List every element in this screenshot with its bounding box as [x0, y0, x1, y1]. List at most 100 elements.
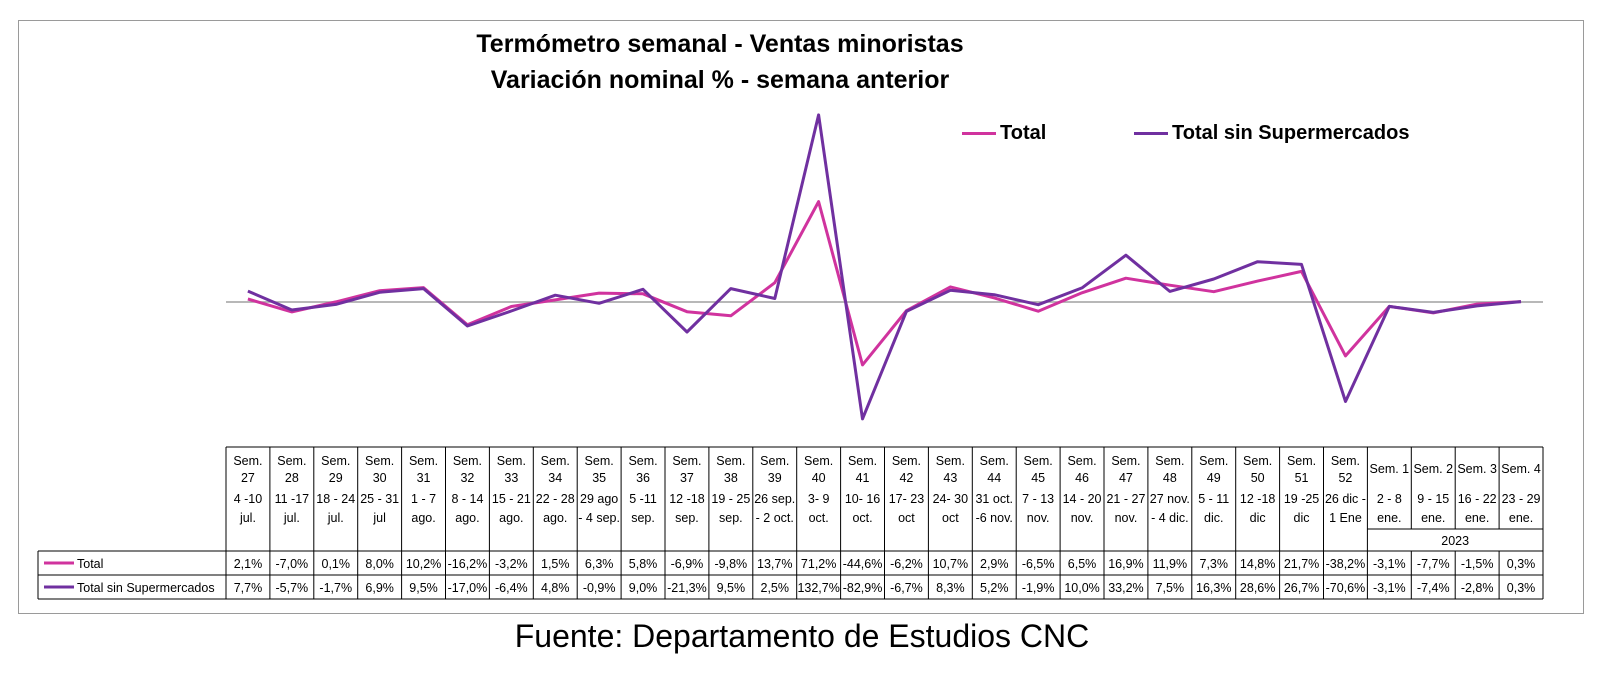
x-date-label: dic.: [1204, 511, 1223, 525]
data-label-total: -44,6%: [843, 557, 883, 571]
x-date-label: oct.: [852, 511, 872, 525]
x-week-label: Sem.: [585, 454, 614, 468]
x-date-label: oct: [942, 511, 959, 525]
x-date-label: 9 - 15: [1417, 492, 1449, 506]
x-date-label: 10- 16: [845, 492, 880, 506]
x-date-label: 22 - 28: [536, 492, 575, 506]
x-week-label: Sem.: [760, 454, 789, 468]
data-label-sin-super: -6,4%: [495, 581, 528, 595]
x-week-label: 33: [504, 471, 518, 485]
data-label-sin-super: -1,7%: [319, 581, 352, 595]
data-label-sin-super: 132,7%: [797, 581, 839, 595]
x-week-label: Sem.: [892, 454, 921, 468]
data-label-sin-super: -1,9%: [1022, 581, 1055, 595]
x-week-label: 28: [285, 471, 299, 485]
x-week-label: 30: [373, 471, 387, 485]
x-date-label: 21 - 27: [1106, 492, 1145, 506]
x-date-label: jul: [372, 511, 386, 525]
x-date-label: 15 - 21: [492, 492, 531, 506]
data-label-total: 8,0%: [365, 557, 394, 571]
data-label-sin-super: -82,9%: [843, 581, 883, 595]
data-label-total: 0,1%: [322, 557, 351, 571]
x-date-label: nov.: [1115, 511, 1138, 525]
x-date-label: 23 - 29: [1502, 492, 1541, 506]
x-date-label: 19 - 25: [711, 492, 750, 506]
x-week-label: Sem.: [409, 454, 438, 468]
x-date-label: jul.: [283, 511, 300, 525]
x-week-label: Sem.: [1155, 454, 1184, 468]
x-week-label: Sem.: [1331, 454, 1360, 468]
x-date-label: 26 dic -: [1325, 492, 1366, 506]
x-date-label: 12 -18: [1240, 492, 1275, 506]
x-week-label: 27: [241, 471, 255, 485]
x-week-label: Sem.: [1199, 454, 1228, 468]
data-label-sin-super: 16,3%: [1196, 581, 1231, 595]
data-label-total: 10,2%: [406, 557, 441, 571]
x-date-label: - 4 sep.: [578, 511, 620, 525]
x-date-label: ene.: [1421, 511, 1445, 525]
data-label-total: 21,7%: [1284, 557, 1319, 571]
series-line-sin-super: [247, 113, 1522, 421]
data-label-sin-super: -2,8%: [1461, 581, 1494, 595]
data-label-sin-super: 6,9%: [365, 581, 394, 595]
data-label-sin-super: 4,8%: [541, 581, 570, 595]
x-week-label: Sem.: [453, 454, 482, 468]
x-date-label: oct.: [809, 511, 829, 525]
legend-swatch-sin-super: [1134, 132, 1168, 135]
x-date-label: 25 - 31: [360, 492, 399, 506]
data-label-total: -9,8%: [715, 557, 748, 571]
x-week-label: Sem.: [277, 454, 306, 468]
x-date-label: 7 - 13: [1022, 492, 1054, 506]
data-label-sin-super: 10,0%: [1064, 581, 1099, 595]
x-date-label: ene.: [1509, 511, 1533, 525]
x-date-label: 31 oct.: [975, 492, 1013, 506]
x-week-label: Sem.: [628, 454, 657, 468]
data-label-total: -7,0%: [276, 557, 309, 571]
series-line-total: [247, 200, 1522, 367]
x-week-label: Sem.: [497, 454, 526, 468]
x-date-label: 5 -11: [629, 492, 657, 506]
data-label-total: 7,3%: [1200, 557, 1229, 571]
x-week-label: Sem.: [672, 454, 701, 468]
x-week-label: Sem.: [1287, 454, 1316, 468]
x-date-label: - 4 dic.: [1151, 511, 1189, 525]
legend-item-total: Total: [962, 122, 1046, 145]
x-date-label: dic: [1294, 511, 1310, 525]
x-date-label: 8 - 14: [451, 492, 483, 506]
x-week-label: 45: [1031, 471, 1045, 485]
x-date-label: 18 - 24: [316, 492, 355, 506]
data-label-sin-super: 9,5%: [409, 581, 438, 595]
x-week-label: 37: [680, 471, 694, 485]
x-week-label: Sem.: [848, 454, 877, 468]
data-label-total: -3,2%: [495, 557, 528, 571]
x-week-label: 46: [1075, 471, 1089, 485]
x-date-label: 26 sep.: [754, 492, 795, 506]
data-label-sin-super: 8,3%: [936, 581, 965, 595]
x-week-label: Sem.: [321, 454, 350, 468]
row-label-total: Total: [77, 557, 103, 571]
x-week-label: 51: [1295, 471, 1309, 485]
x-week-label: 41: [856, 471, 870, 485]
x-date-label: 12 -18: [669, 492, 704, 506]
data-label-sin-super: -70,6%: [1326, 581, 1366, 595]
data-label-sin-super: 9,5%: [717, 581, 746, 595]
x-date-label: sep.: [719, 511, 743, 525]
x-date-label: 24- 30: [933, 492, 968, 506]
x-date-label: jul.: [327, 511, 344, 525]
data-label-total: 10,7%: [933, 557, 968, 571]
x-date-label: 1 - 7: [411, 492, 436, 506]
data-label-total: 11,9%: [1153, 557, 1188, 571]
data-label-total: 6,5%: [1068, 557, 1097, 571]
data-label-total: 0,3%: [1507, 557, 1536, 571]
x-date-label: jul.: [239, 511, 256, 525]
x-date-label: nov.: [1071, 511, 1094, 525]
chart-frame: [18, 20, 1584, 614]
x-date-label: sep.: [675, 511, 699, 525]
x-week-label: Sem. 3: [1457, 462, 1497, 476]
x-week-label: Sem.: [1067, 454, 1096, 468]
x-week-label: 48: [1163, 471, 1177, 485]
x-week-label: 40: [812, 471, 826, 485]
chart-subtitle: Variación nominal % - semana anterior: [490, 66, 950, 94]
x-week-label: Sem.: [1024, 454, 1053, 468]
